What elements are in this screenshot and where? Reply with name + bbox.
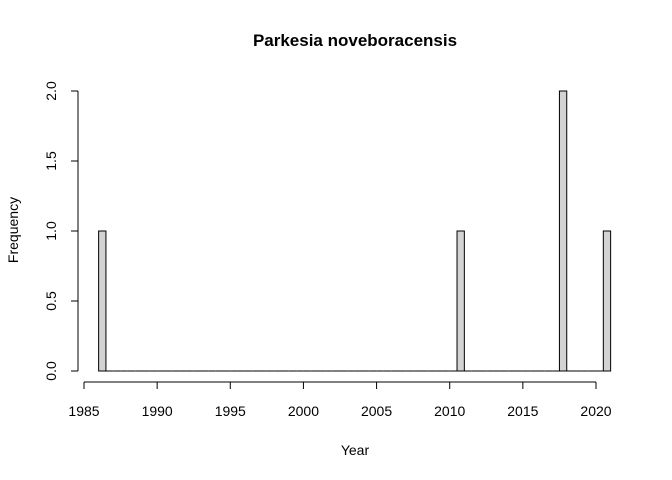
x-tick-label: 2020 bbox=[580, 403, 611, 419]
y-tick-label: 0.5 bbox=[43, 291, 59, 311]
x-tick-label: 2015 bbox=[507, 403, 538, 419]
x-axis: 1985 1990 1995 2000 2005 2010 2015 2020 bbox=[68, 381, 612, 419]
bars-group bbox=[98, 90, 612, 372]
x-tick-label: 2000 bbox=[288, 403, 319, 419]
x-tick-label: 2005 bbox=[361, 403, 392, 419]
x-tick-label: 1990 bbox=[142, 403, 173, 419]
x-tick-label: 2010 bbox=[434, 403, 465, 419]
histogram-bar bbox=[558, 90, 568, 372]
histogram-bar bbox=[456, 230, 465, 372]
y-axis: 0.0 0.5 1.0 1.5 2.0 bbox=[43, 81, 79, 381]
y-tick-label: 1.5 bbox=[43, 151, 59, 171]
x-axis-label: Year bbox=[341, 442, 370, 458]
y-tick-label: 0.0 bbox=[43, 361, 59, 381]
x-tick-label: 1985 bbox=[68, 403, 99, 419]
y-tick-label: 2.0 bbox=[43, 81, 59, 101]
histogram-bar bbox=[98, 230, 107, 372]
x-tick-label: 1995 bbox=[215, 403, 246, 419]
y-tick-label: 1.0 bbox=[43, 221, 59, 241]
y-axis-label: Frequency bbox=[5, 197, 21, 263]
chart-title: Parkesia noveboracensis bbox=[253, 31, 457, 50]
histogram-bar bbox=[602, 230, 612, 372]
